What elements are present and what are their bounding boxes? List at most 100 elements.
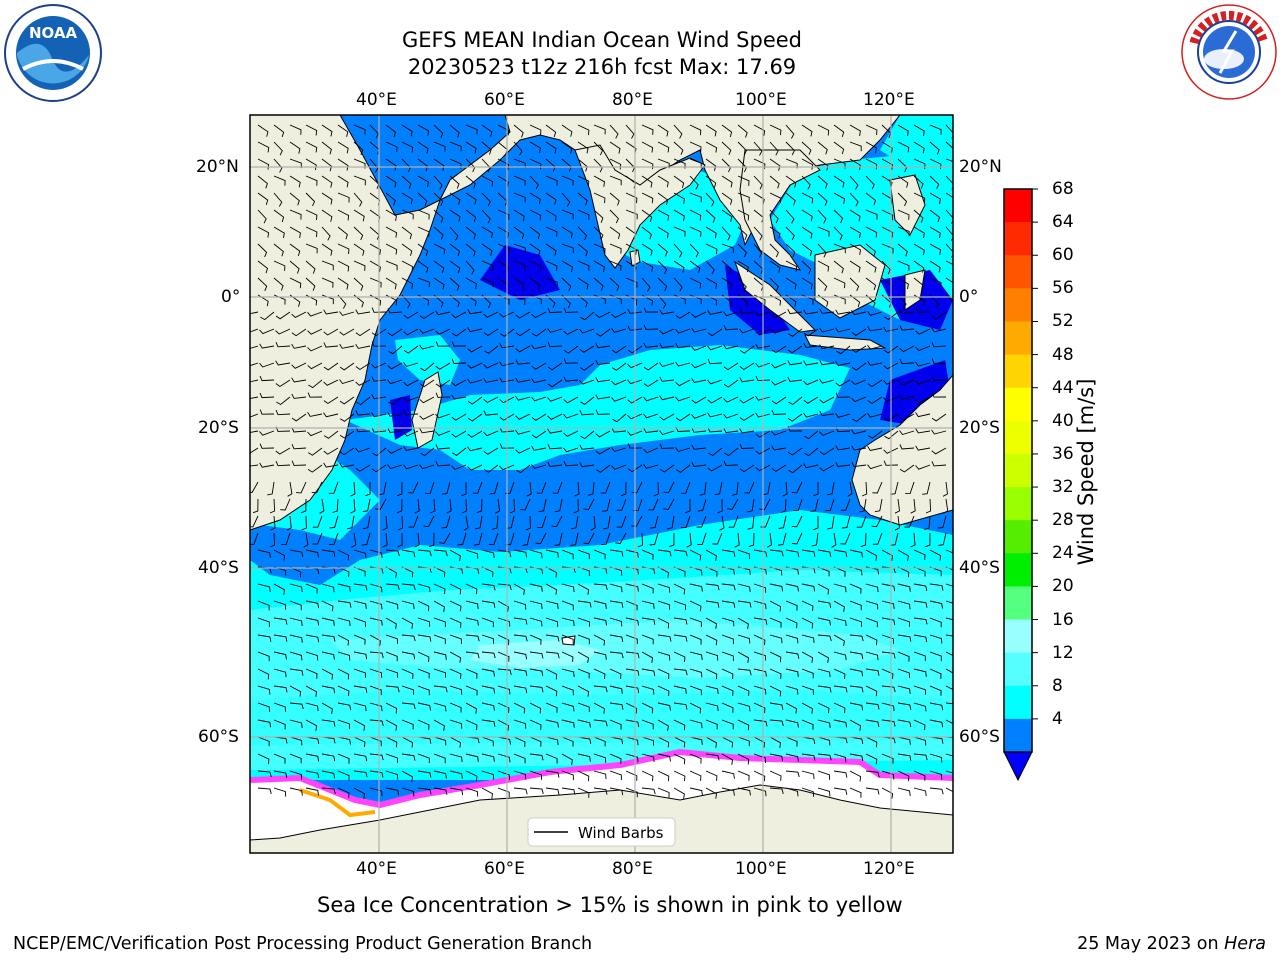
- wind-barb: [753, 753, 766, 764]
- wind-barb: [785, 736, 798, 747]
- wind-barb: [833, 175, 845, 188]
- wind-barb: [865, 277, 877, 291]
- wind-barb: [890, 532, 899, 546]
- wind-barb: [609, 277, 620, 291]
- wind-barb: [526, 481, 532, 497]
- wind-barb: [305, 226, 318, 238]
- wind-barb: [771, 396, 787, 405]
- wind-barb: [883, 413, 899, 422]
- wind-barb: [595, 409, 611, 415]
- wind-barb: [321, 158, 333, 172]
- wind-barb: [785, 668, 799, 677]
- wind-barb: [321, 668, 334, 680]
- wind-barb: [465, 719, 478, 731]
- wind-barb: [659, 309, 675, 315]
- chart-title: GEFS MEAN Indian Ocean Wind Speed: [401, 28, 803, 52]
- wind-barb: [289, 260, 300, 274]
- wind-barb: [563, 447, 579, 453]
- wind-barb: [593, 243, 606, 254]
- wind-barb: [435, 413, 451, 419]
- wind-barb: [467, 378, 483, 384]
- wind-barb: [547, 341, 563, 348]
- wind-barb: [788, 396, 803, 406]
- wind-barb: [353, 668, 366, 678]
- colorbar-tick-label: 28: [1052, 510, 1074, 531]
- wind-barb: [401, 226, 413, 240]
- wind-barb: [817, 719, 831, 728]
- wind-barb: [705, 719, 718, 730]
- wind-barb: [481, 158, 491, 173]
- wind-barb: [785, 277, 797, 290]
- land-kerguelen: [561, 635, 576, 646]
- wind-barb: [289, 753, 302, 764]
- wind-barb: [884, 311, 899, 320]
- wind-barb: [273, 175, 286, 186]
- wind-barb: [561, 736, 574, 747]
- wind-barb: [769, 634, 783, 644]
- wind-barb: [403, 311, 419, 319]
- wind-barb: [881, 260, 891, 275]
- wind-barb: [627, 464, 643, 473]
- wind-barb: [753, 770, 766, 782]
- wind-barb: [561, 702, 575, 712]
- wind-barb: [874, 498, 883, 513]
- wind-barb: [273, 583, 285, 595]
- wind-barb: [721, 243, 734, 254]
- wind-barb: [353, 175, 366, 186]
- colorbar-tick-label: 56: [1052, 278, 1074, 299]
- wind-barb: [881, 753, 894, 764]
- wind-barb: [708, 447, 723, 457]
- wind-barb: [499, 328, 515, 337]
- wind-barb: [897, 685, 911, 694]
- wind-barb: [755, 430, 771, 438]
- wind-barb: [552, 481, 563, 494]
- wind-barb: [417, 753, 430, 764]
- wind-barb: [723, 325, 739, 331]
- colorbar-tick-label: 52: [1052, 311, 1074, 332]
- wind-barb: [250, 481, 259, 493]
- wind-barb: [257, 702, 270, 713]
- wind-barb: [397, 515, 404, 531]
- wind-barb: [897, 736, 911, 745]
- wind-barb: [499, 427, 515, 433]
- wind-barb: [737, 583, 751, 592]
- wind-barb: [611, 362, 627, 371]
- wind-barb: [659, 342, 675, 349]
- wind-barb: [547, 379, 563, 388]
- wind-barb: [782, 481, 788, 497]
- wind-barb: [371, 427, 387, 433]
- wind-barb: [865, 753, 878, 765]
- wind-barb: [513, 226, 525, 240]
- wind-barb: [433, 583, 446, 595]
- wind-barb: [755, 395, 771, 401]
- wind-barb: [595, 377, 611, 383]
- wind-barb: [675, 311, 691, 319]
- wind-barb: [577, 702, 590, 713]
- wind-barb: [625, 787, 638, 798]
- wind-barb: [753, 617, 768, 625]
- wind-barb: [689, 209, 702, 221]
- colorbar-tick-label: 68: [1052, 179, 1074, 199]
- wind-barb: [577, 617, 591, 627]
- wind-barb: [657, 141, 670, 153]
- wind-barb: [705, 634, 718, 646]
- wind-barb: [803, 328, 819, 337]
- wind-barb: [603, 515, 611, 530]
- wind-barb: [785, 549, 800, 558]
- wind-barb: [753, 787, 767, 797]
- wind-barb: [689, 192, 702, 203]
- wind-barb: [819, 464, 835, 472]
- wind-barb: [385, 549, 400, 557]
- colorbar-cell: [1004, 453, 1032, 488]
- wind-barb: [289, 549, 304, 558]
- wind-barb: [867, 311, 883, 316]
- wind-barb: [849, 685, 864, 693]
- wind-barb: [350, 481, 356, 497]
- wind-barb: [289, 566, 302, 578]
- wind-barb: [657, 124, 669, 137]
- colorbar-cell: [1004, 520, 1032, 554]
- wind-barb: [643, 447, 659, 454]
- wind-barb: [430, 498, 436, 514]
- wind-barb: [545, 124, 557, 138]
- wind-barb: [705, 668, 718, 680]
